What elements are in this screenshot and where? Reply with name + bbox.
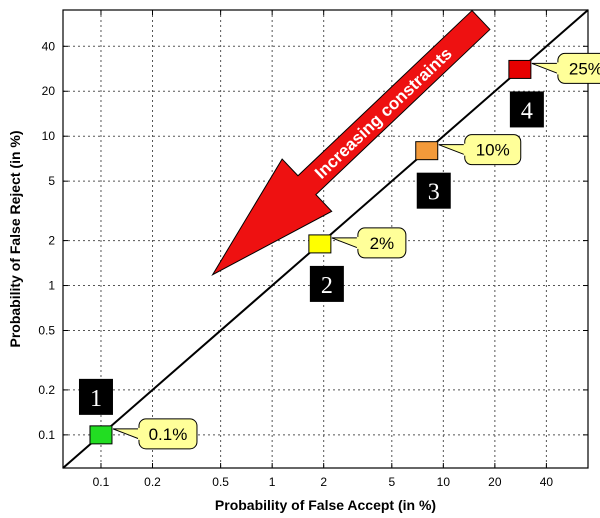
point-marker	[89, 425, 113, 445]
x-tick-label: 2	[320, 475, 327, 489]
y-tick-label: 40	[42, 39, 56, 53]
point-marker	[308, 234, 332, 254]
point-number-box	[416, 172, 451, 209]
callout-text: 0.1%	[149, 425, 188, 444]
x-tick-label: 5	[388, 475, 395, 489]
x-tick-label: 0.2	[144, 475, 161, 489]
y-axis-label: Probability of False Reject (in %)	[7, 130, 23, 347]
arrow-label: Increasing constraints	[311, 44, 456, 183]
x-tick-label: 40	[540, 475, 554, 489]
callout-seam	[356, 236, 360, 249]
point-number-label: 3	[428, 180, 440, 206]
x-tick-label: 0.5	[212, 475, 229, 489]
point-number-box	[309, 265, 344, 302]
y-tick-label: 10	[42, 129, 56, 143]
y-tick-label: 1	[48, 279, 55, 293]
point-marker	[508, 59, 532, 79]
callout-seam	[556, 62, 560, 75]
point-number-label: 1	[90, 386, 102, 412]
callout-text: 25%	[569, 59, 600, 78]
x-tick-label: 10	[437, 475, 451, 489]
x-tick-label: 0.1	[93, 475, 110, 489]
x-tick-label: 20	[488, 475, 502, 489]
y-tick-label: 0.5	[38, 323, 55, 337]
point-group: 0.1% 1	[78, 378, 198, 450]
y-tick-label: 0.1	[38, 428, 55, 442]
plot-frame	[62, 9, 589, 469]
callout-seam	[463, 143, 467, 156]
point-group: 2% 2	[308, 227, 407, 302]
y-tick-label: 20	[42, 84, 56, 98]
point-number-label: 4	[521, 98, 533, 124]
point-number-box	[78, 378, 113, 415]
point-number-box	[509, 91, 544, 128]
point-marker	[415, 141, 439, 161]
y-tick-label: 2	[48, 234, 55, 248]
callout-pointer	[331, 237, 359, 249]
arrow-shape	[211, 9, 491, 276]
callout-text: 10%	[476, 141, 510, 160]
point-group: 25% 4	[508, 52, 600, 128]
x-axis-label: Probability of False Accept (in %)	[215, 497, 436, 513]
point-group: 10% 3	[415, 134, 522, 209]
x-tick-label: 1	[269, 475, 276, 489]
y-tick-label: 0.2	[38, 383, 55, 397]
callout-pointer	[438, 144, 466, 156]
callout-seam	[137, 427, 141, 440]
point-number-label: 2	[321, 273, 333, 299]
callout-text: 2%	[370, 234, 395, 253]
callout-pointer	[112, 428, 140, 440]
y-tick-label: 5	[48, 174, 55, 188]
callout-pointer	[531, 62, 559, 75]
